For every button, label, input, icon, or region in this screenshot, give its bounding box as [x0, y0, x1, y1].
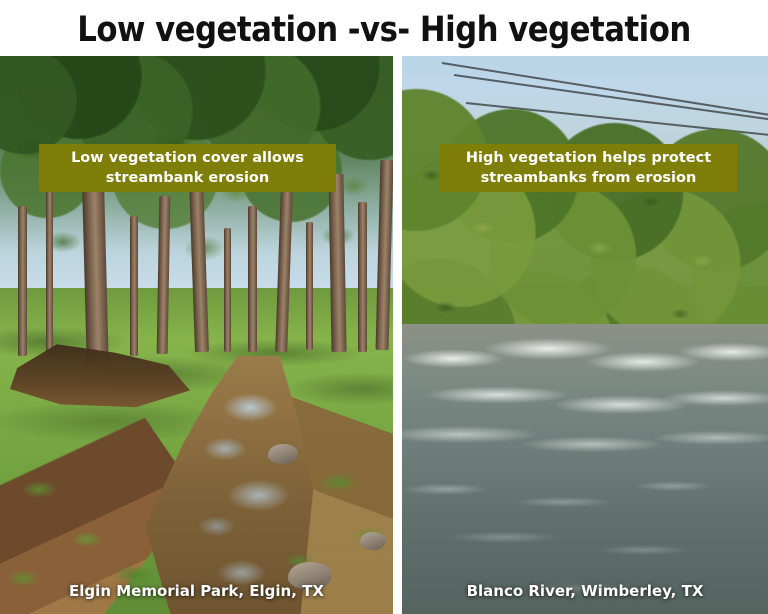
tree-trunk [130, 216, 138, 356]
water-ripples [402, 454, 768, 614]
callout-low-vegetation: Low vegetation cover allows streambank e… [39, 144, 336, 192]
tree-trunk [328, 173, 347, 353]
stream-rock [268, 444, 298, 464]
tree-trunk [224, 228, 231, 352]
callout-text: High vegetation helps protect streambank… [465, 150, 712, 186]
panel-high-vegetation: High vegetation helps protect streambank… [402, 56, 768, 614]
tree-trunk [358, 202, 367, 352]
photo-blanco-river [402, 56, 768, 614]
callout-high-vegetation: High vegetation helps protect streambank… [440, 144, 737, 192]
tree-trunk [46, 188, 53, 356]
stream-rock [360, 532, 386, 550]
location-caption-left: Elgin Memorial Park, Elgin, TX [69, 582, 324, 600]
whitewater-foam [402, 319, 768, 484]
location-caption-right: Blanco River, Wimberley, TX [466, 582, 704, 600]
tree-trunk [306, 222, 313, 350]
tree-trunk [248, 206, 257, 352]
sparse-bank-weeds [0, 436, 393, 614]
page-title: Low vegetation -vs- High vegetation [77, 10, 691, 50]
photo-elgin-memorial-park [0, 56, 393, 614]
tree-trunk [18, 206, 27, 356]
panel-low-vegetation: Low vegetation cover allows streambank e… [0, 56, 393, 614]
stream-rock [288, 562, 332, 590]
callout-text: Low vegetation cover allows streambank e… [71, 150, 304, 186]
